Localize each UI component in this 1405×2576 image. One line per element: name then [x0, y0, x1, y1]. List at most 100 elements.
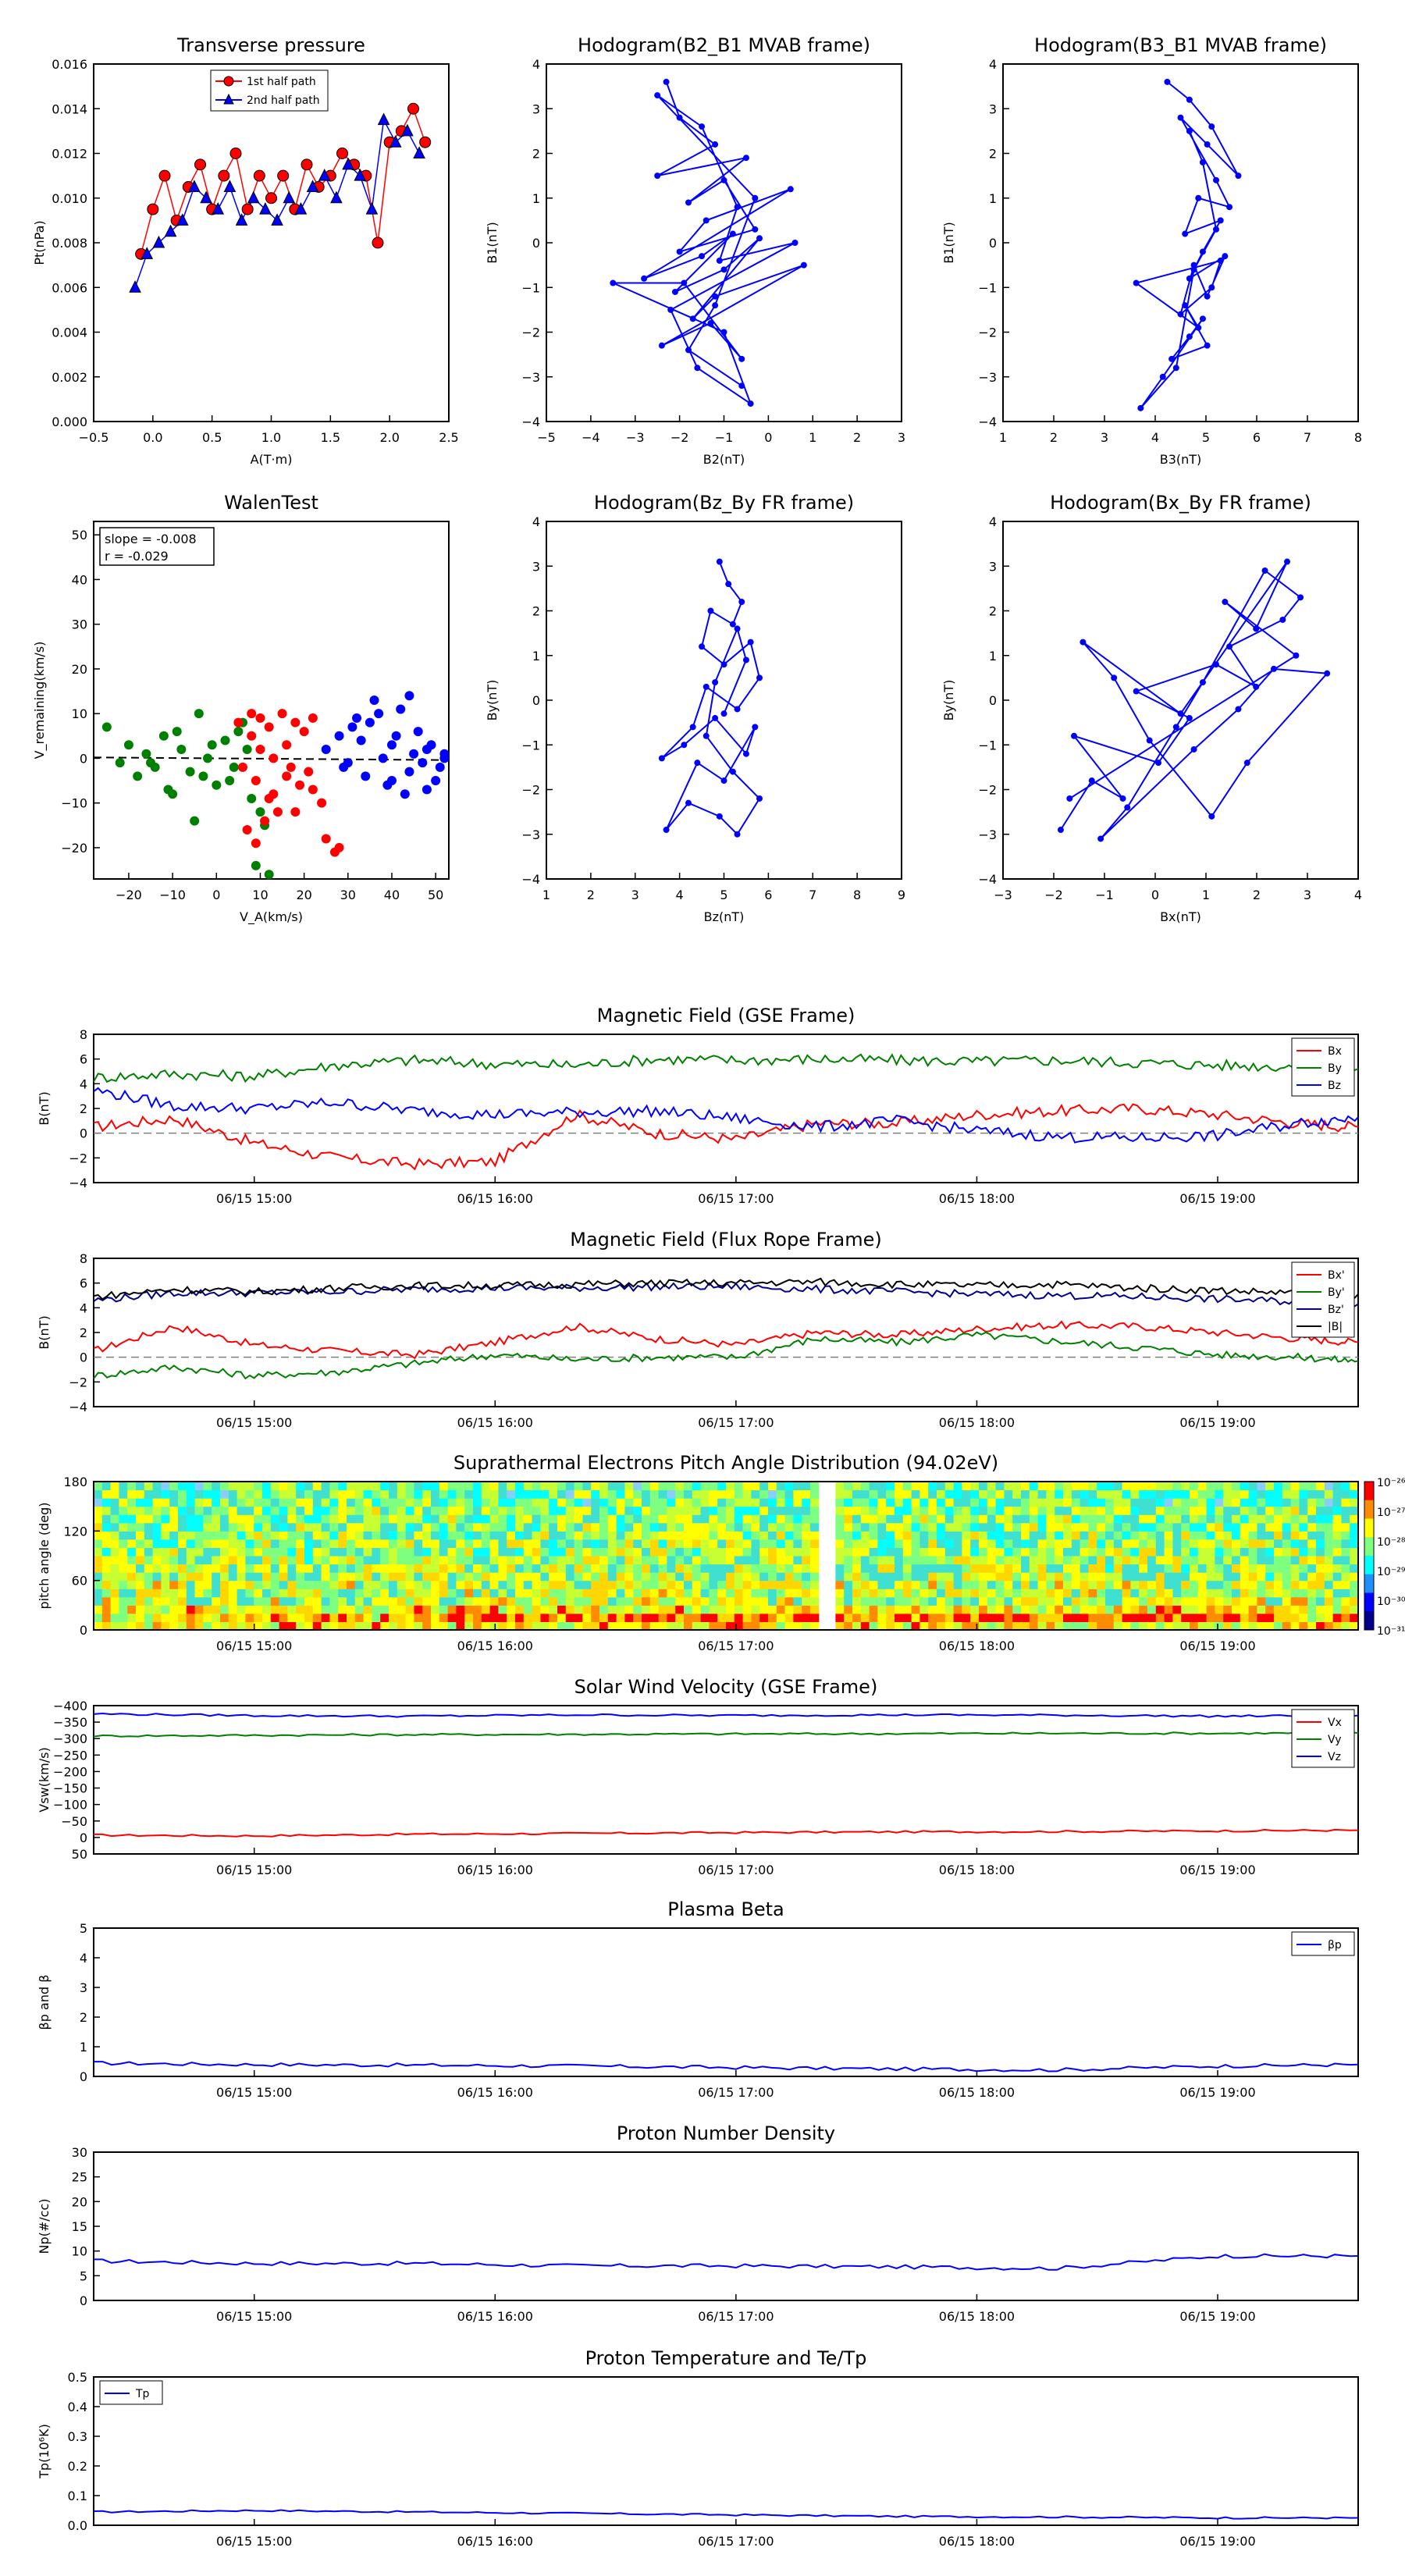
pitch-angle-cell	[1088, 1531, 1097, 1540]
pitch-angle-cell	[194, 1613, 204, 1622]
pitch-angle-cell	[565, 1498, 575, 1507]
pitch-angle-cell	[321, 1489, 330, 1499]
plasma-beta-panel-ytick-label: 0	[80, 2069, 87, 2084]
magnetic-field-fluxrope-panel-frame	[93, 1258, 1359, 1407]
pitch-angle-cell	[489, 1589, 499, 1598]
pitch-angle-cell	[684, 1498, 693, 1507]
pitch-angle-cell	[1071, 1596, 1081, 1606]
pitch-angle-cell	[1097, 1589, 1106, 1598]
pitch-angle-cell	[565, 1596, 575, 1606]
pitch-angle-cell	[1122, 1580, 1131, 1589]
pitch-angle-cell	[768, 1572, 777, 1582]
plasma-beta-panel-xtick-label: 06/15 16:00	[457, 2085, 533, 2100]
pitch-angle-cell	[481, 1572, 491, 1582]
pitch-angle-cell	[212, 1589, 221, 1598]
hodogram-bz-by-panel-point	[720, 710, 727, 717]
pitch-angle-cell	[212, 1605, 221, 1614]
pitch-angle-cell	[1197, 1572, 1208, 1582]
pitch-angle-cell	[169, 1498, 179, 1507]
pitch-angle-cell	[1130, 1547, 1140, 1557]
pitch-angle-cell	[624, 1489, 634, 1499]
hodogram-b2-b1-panel-point	[681, 279, 688, 286]
pitch-angle-cell	[169, 1489, 179, 1499]
pitch-angle-cell	[557, 1556, 567, 1565]
pitch-angle-cell	[1012, 1489, 1022, 1499]
pitch-angle-cell	[312, 1522, 322, 1532]
pitch-angle-cell	[287, 1514, 297, 1524]
pitch-angle-cell	[1063, 1489, 1072, 1499]
pitch-angle-cell	[642, 1556, 651, 1565]
pitch-angle-cell	[304, 1596, 314, 1606]
pitch-angle-cell	[279, 1589, 288, 1598]
pitch-angle-cell	[1004, 1572, 1013, 1582]
magnetic-field-fluxrope-panel-xtick-label: 06/15 19:00	[1179, 1415, 1255, 1430]
pitch-angle-cell	[262, 1482, 272, 1491]
pitch-angle-cell	[953, 1621, 962, 1631]
pitch-angle-cell	[1172, 1522, 1182, 1532]
pitch-angle-cell	[431, 1531, 440, 1540]
second-half-path-point	[401, 123, 414, 137]
walen-point	[220, 735, 230, 745]
pitch-angle-cell	[1316, 1498, 1325, 1507]
walen-point	[356, 735, 366, 745]
pitch-angle-cell	[439, 1596, 449, 1606]
proton-temperature-panel-xtick-label: 06/15 15:00	[216, 2534, 292, 2549]
pitch-angle-cell	[254, 1572, 263, 1582]
transverse-pressure-panel-ytick-label: 0.004	[52, 326, 87, 340]
pitch-angle-cell	[633, 1596, 642, 1606]
pitch-angle-cell	[203, 1621, 212, 1631]
pitch-angle-cell	[220, 1514, 229, 1524]
pitch-angle-cell	[860, 1482, 870, 1491]
pitch-angle-cell	[734, 1506, 744, 1515]
hodogram-b2-b1-panel-ytick-label: −1	[521, 280, 540, 295]
pitch-angle-cell	[1274, 1580, 1283, 1589]
pitch-angle-cell	[464, 1572, 474, 1582]
hodogram-bz-by-panel-point	[747, 639, 754, 646]
pitch-angle-cell	[759, 1522, 769, 1532]
pitch-angle-cell	[1232, 1506, 1241, 1515]
pitch-angle-cell	[1037, 1580, 1047, 1589]
pitch-angle-cell	[591, 1605, 600, 1614]
hodogram-b2-b1-panel-point	[689, 315, 696, 322]
pitch-angle-cell	[692, 1621, 702, 1631]
pitch-angle-cell	[296, 1605, 305, 1614]
pitch-angle-cell	[347, 1539, 356, 1548]
pitch-angle-cell	[835, 1621, 845, 1631]
pitch-angle-cell	[1223, 1605, 1232, 1614]
pitch-angle-cell	[700, 1613, 710, 1622]
pitch-angle-cell	[94, 1498, 103, 1507]
pitch-angle-cell	[852, 1522, 862, 1532]
walen-point	[212, 780, 222, 790]
pitch-angle-cell	[1097, 1572, 1106, 1582]
hodogram-b3-b1-panel-point	[1133, 279, 1140, 286]
pitch-angle-cell	[321, 1506, 330, 1515]
pitch-angle-cell	[110, 1613, 119, 1622]
pitch-angle-cell	[1097, 1531, 1106, 1540]
pitch-angle-cell	[919, 1482, 929, 1491]
pitch-angle-cell	[304, 1531, 314, 1540]
pitch-angle-cell	[717, 1498, 727, 1507]
pitch-angle-cell	[329, 1506, 339, 1515]
walen-point	[378, 753, 388, 763]
pitch-angle-cell	[1282, 1498, 1292, 1507]
pitch-angle-cell	[1248, 1596, 1257, 1606]
hodogram-b2-b1-panel-ytick-label: −2	[521, 326, 540, 340]
pitch-angle-cell	[1055, 1580, 1064, 1589]
pitch-angle-cell	[178, 1531, 187, 1540]
magnetic-field-fluxrope-panel-ytick-label: 4	[80, 1300, 87, 1315]
first-half-path-point	[277, 169, 290, 182]
pitch-angle-cell	[414, 1621, 423, 1631]
pitch-angle-cell	[481, 1498, 491, 1507]
pitch-angle-cell	[186, 1596, 196, 1606]
pitch-angle-cell	[810, 1539, 820, 1548]
pitch-angle-cell	[911, 1621, 920, 1631]
pitch-angle-cell	[329, 1580, 339, 1589]
pitch-angle-cell	[599, 1572, 609, 1582]
pitch-angle-cell	[212, 1564, 221, 1573]
pitch-angle-cell	[245, 1621, 254, 1631]
pitch-angle-cell	[1257, 1596, 1266, 1606]
magnetic-field-gse-panel-ytick-label: 6	[80, 1052, 87, 1067]
colorbar-segment	[1364, 1574, 1374, 1593]
pitch-angle-cell	[1307, 1531, 1317, 1540]
